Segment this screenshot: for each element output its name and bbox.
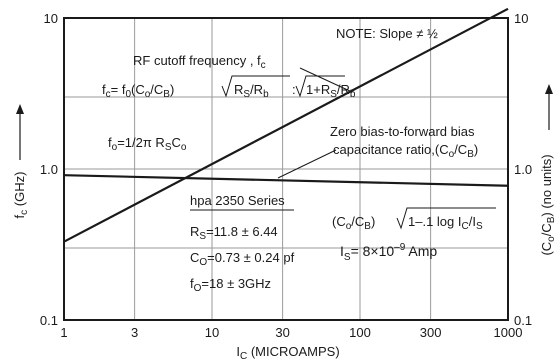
sqrt-separator: : <box>292 82 296 97</box>
is-spec: IS= 8×10–9 Amp <box>340 242 437 263</box>
grid <box>63 18 509 321</box>
y-left-tick-label: 10 <box>44 11 58 26</box>
x-tick-label: 10 <box>205 325 219 340</box>
rs-spec: RS=11.8 ± 6.44 <box>190 224 278 242</box>
zero-bias-leader-line <box>277 149 337 179</box>
series-layer <box>63 7 509 243</box>
fo-spec: fO=18 ± 3GHz <box>190 276 271 294</box>
plot-frame <box>63 17 509 321</box>
y-right-tick-label: 10 <box>514 11 528 26</box>
rf-cutoff-label: RF cutoff frequency , fc <box>133 53 266 71</box>
y-axis-right-title: (Co/CB) (no units) <box>539 154 557 255</box>
series-line-1 <box>63 7 509 243</box>
note-slope: NOTE: Slope ≠ ½ <box>336 26 438 41</box>
series-line-2 <box>63 174 509 187</box>
x-tick-labels: 1 3 10 30 100 300 1000 <box>60 325 522 340</box>
ratio-radical <box>396 207 496 230</box>
y-left-arrow-head <box>16 104 24 114</box>
f0-formula: fo=1/2π RSCo <box>108 135 187 153</box>
zero-bias-line2: capacitance ratio,(Co/CB) <box>333 142 478 160</box>
x-tick-label: 3 <box>131 325 138 340</box>
ratio-formula: (Co/CB) <box>332 214 375 232</box>
y-right-tick-labels: 0.1 1.0 10 <box>514 11 532 328</box>
x-axis-title: IC (MICROAMPS) <box>236 344 339 360</box>
y-left-tick-label: 0.1 <box>40 313 58 328</box>
fc-formula: fc= f0(Co/CB) <box>102 82 174 100</box>
sqrt1-content: RS/Rb <box>234 82 269 100</box>
series-title: hpa 2350 Series <box>190 193 285 208</box>
x-tick-label: 100 <box>349 325 371 340</box>
x-tick-label: 1 <box>60 325 67 340</box>
sqrt1-radical <box>221 75 290 98</box>
y-left-tick-labels: 0.1 1.0 10 <box>40 11 58 328</box>
y-axis-left-title: fc (GHz) <box>12 172 30 219</box>
co-spec: CO=0.73 ± 0.24 pf <box>190 250 295 268</box>
y-right-tick-label: 0.1 <box>514 313 532 328</box>
x-tick-label: 1000 <box>494 325 523 340</box>
rf-leader-line <box>299 67 353 93</box>
sqrt2-radical <box>295 75 345 98</box>
y-right-arrow-head <box>545 84 553 94</box>
y-left-tick-label: 1.0 <box>40 162 58 177</box>
ratio-root-content: 1–.1 log IC/IS <box>408 214 483 232</box>
sqrt2-content: 1+RS/Rb <box>306 82 356 100</box>
x-tick-label: 30 <box>275 325 289 340</box>
zero-bias-line1: Zero bias-to-forward bias <box>330 124 475 139</box>
x-tick-label: 300 <box>420 325 442 340</box>
y-right-tick-label: 1.0 <box>514 162 532 177</box>
